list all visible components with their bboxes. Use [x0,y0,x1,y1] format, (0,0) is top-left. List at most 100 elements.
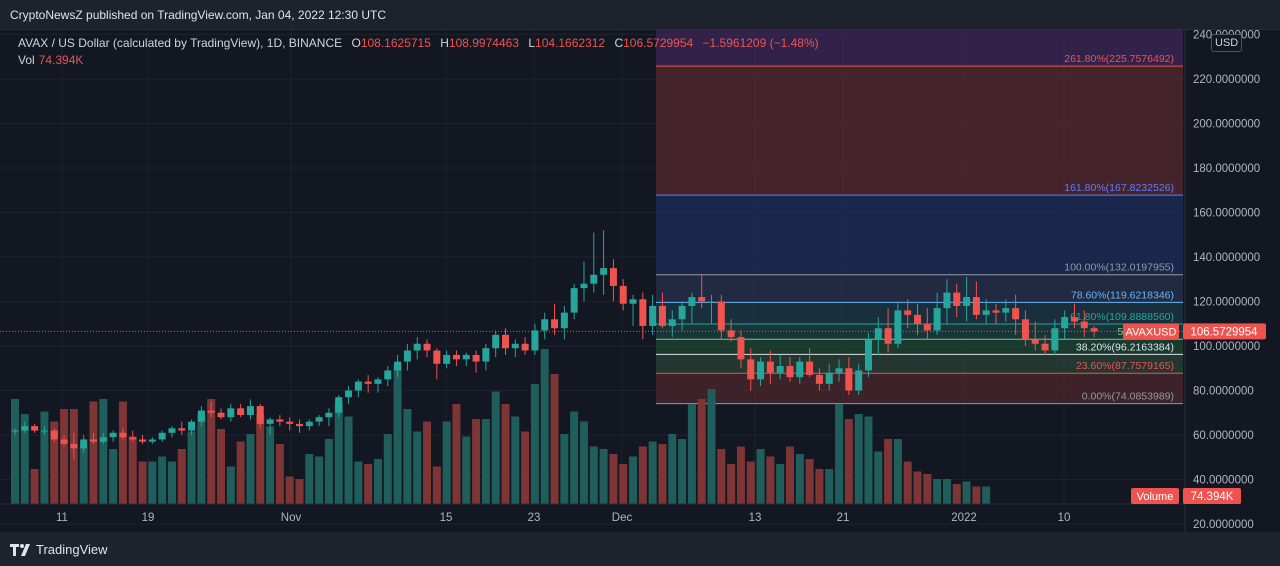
candle [678,301,686,331]
candle-body [139,439,147,442]
candle [315,414,323,427]
chart-frame[interactable]: 261.80%(225.7576492) 161.80%(167.8232526)… [0,29,1280,533]
candle-body [354,381,362,391]
candle [1002,299,1010,322]
price-tick-label: 20.0000000 [1193,519,1254,531]
candle [1041,334,1049,355]
candle [217,408,225,420]
candle-body [443,354,451,364]
candle-body [757,361,765,380]
volume-bar [599,449,608,504]
candle [815,368,823,391]
volume-bar [334,401,343,504]
candle [70,432,78,460]
candle-body [914,314,922,324]
fib-level-label: 0.00%(74.0853989) [1082,391,1174,403]
candle [982,299,990,324]
publisher-line: CryptoNewsZ published on TradingView.com… [10,8,386,22]
volume-bar [982,486,991,504]
candle-body [649,305,657,326]
candle [698,274,706,309]
brand-name: TradingView [36,542,108,557]
volume-bar [452,404,461,504]
volume-bar [462,436,471,504]
symbol-title[interactable]: AVAX / US Dollar (calculated by TradingV… [18,36,343,50]
price-chart[interactable]: 261.80%(225.7576492) 161.80%(167.8232526)… [0,30,1280,532]
candle [658,292,666,329]
candle-body [99,437,107,442]
candle [914,303,922,335]
volume-label: Vol [18,53,35,67]
candle-body [305,421,313,427]
candle [394,354,402,378]
time-tick-label: 10 [1058,512,1071,524]
last-price-badge-text: 106.5729954 [1190,326,1258,338]
currency-badge[interactable]: USD [1211,34,1243,52]
tradingview-logo[interactable]: TradingView [10,542,108,557]
candle-body [168,428,176,433]
candle-body [119,432,127,438]
volume-bar [236,441,245,504]
candle-body [923,323,931,331]
volume-bar [707,389,716,504]
candle [335,394,343,418]
price-tick-label: 180.0000000 [1193,163,1260,175]
candle-body [158,432,166,440]
candle-body [335,397,343,413]
fib-zone [656,274,1183,303]
volume-bar [776,464,785,504]
candle [933,292,941,335]
candle [1090,325,1098,338]
candle-body [678,305,686,320]
candle-body [237,408,245,415]
candle [521,337,529,355]
candle [246,399,254,420]
volume-bar [874,451,883,504]
time-tick-label: 2022 [951,512,977,524]
fib-zone [656,373,1183,404]
candle-body [560,312,568,329]
candle-body [717,301,725,331]
candle-body [80,439,88,449]
footer-bar: TradingView [0,532,1280,566]
candle-body [315,417,323,422]
volume-bar [727,464,736,504]
candle-body [188,421,196,431]
candle [433,348,441,380]
candle [109,430,117,442]
fib-zone [656,323,1183,340]
candle [286,417,294,431]
volume-bar [256,414,265,504]
candle-body [590,274,598,284]
candle-body [1002,308,1010,313]
candle-body [580,283,588,289]
candle-body [1021,319,1029,340]
volume-bar [177,449,186,504]
volume-bar [962,481,971,504]
candle-body [864,339,872,371]
candle [776,354,784,380]
candle [502,328,509,355]
price-tick-label: 80.0000000 [1193,386,1254,398]
candle-body [806,361,814,375]
volume-bar [795,454,804,504]
candle-body [600,268,608,275]
candle-body [472,354,480,362]
candle [904,299,912,329]
candle-body [433,350,441,364]
candle-body [786,366,794,378]
candle [551,303,559,335]
candle [688,292,696,324]
volume-bar [697,399,706,504]
candle [1080,310,1088,338]
candle-body [452,354,460,360]
candle [668,310,676,338]
candle-body [668,319,676,326]
volume-bar [50,421,59,504]
volume-bar [658,444,667,504]
candle [129,430,137,442]
high-value: 108.9974463 [448,36,519,50]
candle-body [1012,308,1020,320]
candle [541,312,549,340]
candle-body [31,426,39,431]
